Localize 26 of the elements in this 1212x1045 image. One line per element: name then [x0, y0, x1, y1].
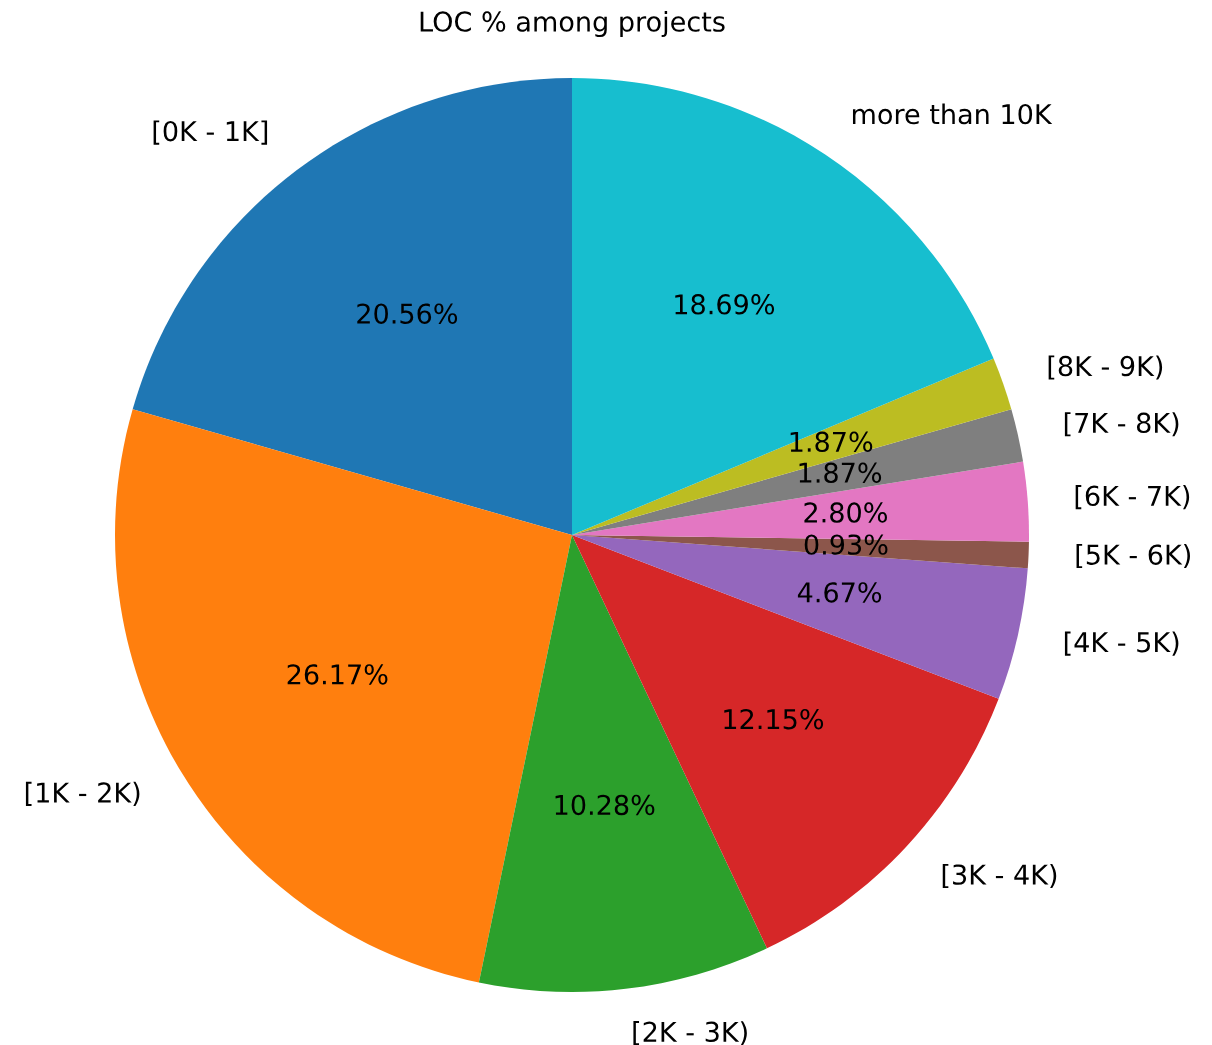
data-label: 12.15% [724, 708, 824, 730]
slice-label: [3K - 4K) [942, 863, 1057, 889]
data-label: 1.87% [790, 431, 873, 453]
pie-slice [572, 409, 1024, 535]
slice-label: [1K - 2K) [25, 781, 140, 806]
data-label: 2.80% [804, 502, 887, 523]
slice-label: [2K - 3K) [633, 1021, 747, 1045]
slice-label: [8K - 9K) [1048, 355, 1163, 380]
pie-slice [572, 78, 994, 535]
pie-slice [572, 535, 1028, 699]
chart-title: LOC % among projects [420, 10, 725, 38]
slice-label: more than 10K [852, 103, 1053, 125]
data-label: 1.87% [799, 462, 882, 483]
pie-slice [572, 358, 1012, 535]
slice-label: [7K - 8K) [1064, 412, 1179, 437]
data-label: 0.93% [804, 534, 888, 555]
data-label: 18.69% [675, 294, 775, 315]
data-label: 10.28% [555, 794, 655, 816]
data-label: 20.56% [357, 303, 458, 324]
slice-label: [6K - 7K) [1075, 485, 1190, 510]
slice-label: [0K - 1K] [153, 120, 268, 145]
data-label: 26.17% [287, 664, 388, 685]
data-label: 4.67% [797, 582, 882, 603]
pie-slice [132, 78, 572, 535]
slice-label: [5K - 6K) [1076, 543, 1190, 569]
slice-label: [4K - 5K) [1064, 631, 1179, 656]
